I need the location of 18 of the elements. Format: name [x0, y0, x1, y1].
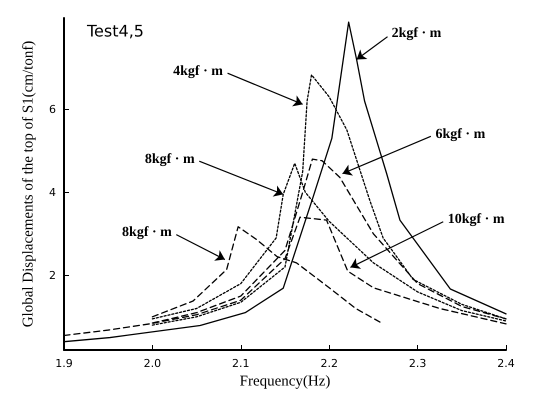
y-tick-label: 2 — [49, 268, 56, 282]
x-tick-label: 1.9 — [55, 357, 73, 370]
annotation: 8kgf · m — [122, 224, 172, 240]
x-axis-title: Frequency(Hz) — [240, 374, 330, 390]
y-axis-title: Global Displacements of the top of S1(cm/tonf) — [20, 40, 36, 328]
x-tick-label: 2.4 — [497, 357, 515, 370]
annotation: 2kgf · m — [392, 26, 442, 42]
annotation: 4kgf · m — [173, 64, 224, 79]
y-tick-label: 6 — [49, 102, 56, 116]
annotation: 6kgf · m — [435, 126, 486, 142]
annotation: 8kgf · m — [144, 152, 195, 167]
x-tick-label: 2.1 — [232, 357, 250, 370]
x-tick-label: 2.0 — [144, 357, 162, 370]
x-tick-label: 2.3 — [408, 357, 426, 370]
x-tick-label: 2.2 — [320, 357, 338, 370]
annotation: Test4,5 — [86, 22, 144, 40]
y-tick-label: 4 — [49, 186, 56, 199]
annotation: 10kgf · m — [448, 212, 505, 228]
